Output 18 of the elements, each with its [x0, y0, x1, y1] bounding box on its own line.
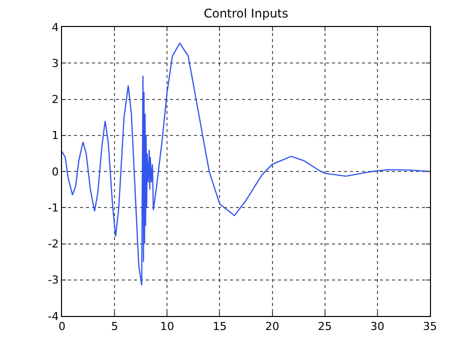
x-tick-label: 35: [423, 320, 437, 334]
y-tick-label: 3: [52, 56, 59, 70]
x-tick-label: 20: [265, 320, 280, 334]
x-tick-label: 30: [370, 320, 384, 334]
y-tick-label: -4: [48, 310, 59, 323]
y-tick-label: 1: [52, 129, 59, 142]
x-tick-label: 10: [160, 320, 174, 334]
y-tick-label: 4: [52, 20, 59, 34]
x-tick-label: 15: [212, 320, 227, 334]
y-tick-label: -1: [48, 201, 59, 214]
line-series: [62, 42, 430, 286]
y-tick-label: -3: [48, 274, 59, 287]
y-tick-label: -2: [48, 238, 59, 251]
x-tick-label: 25: [318, 320, 332, 334]
y-tick-label: 2: [52, 93, 59, 106]
x-tick-label: 5: [111, 320, 118, 334]
chart-title: Control Inputs: [204, 6, 288, 20]
y-tick-label: 0: [52, 165, 59, 178]
